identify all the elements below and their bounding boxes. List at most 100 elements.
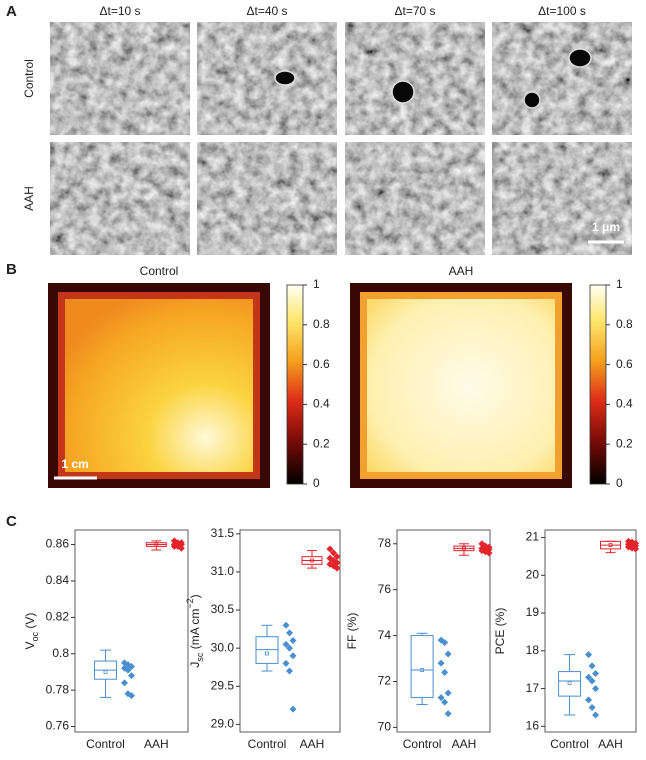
x-tick-label: AAH <box>300 737 325 751</box>
mean-marker <box>462 546 466 551</box>
y-axis-label-part: sc <box>195 652 205 662</box>
pinhole <box>274 70 296 86</box>
column-title: Δt=10 s <box>99 4 140 18</box>
scale-bar-label: 1 μm <box>592 220 620 234</box>
mean-marker <box>154 542 159 547</box>
data-point <box>437 694 445 702</box>
data-point <box>333 553 341 561</box>
data-point <box>588 677 596 685</box>
column-title: Δt=100 s <box>538 4 586 18</box>
data-point <box>441 668 449 676</box>
data-point <box>588 662 596 670</box>
y-tick-label: 0.82 <box>46 610 70 624</box>
y-tick-label: 19 <box>526 605 540 619</box>
data-point <box>124 666 132 674</box>
data-point <box>441 638 449 646</box>
data-point <box>326 545 334 553</box>
panel-a: Δt=10 s Δt=40 s Δt=70 s Δt=100 s Control AAH 1… <box>22 4 632 255</box>
data-point <box>330 549 337 557</box>
colorbar-tick-label: 0.2 <box>313 436 330 450</box>
plot-frame <box>74 529 189 733</box>
data-point <box>286 667 293 675</box>
y-tick-label: 18 <box>526 643 540 657</box>
y-tick-label: 31.0 <box>211 564 235 578</box>
x-tick-label: AAH <box>452 737 477 751</box>
colorbar-tick-label: 0.8 <box>616 317 633 331</box>
panel-b: Control 0 0.2 0.4 0.6 0.8 1 AAH 0 0.2 0.4 0.6 0.8 1 1 … <box>48 264 633 490</box>
data-point <box>441 698 449 706</box>
heatmap <box>65 299 253 472</box>
y-axis-label-part: FF (%) <box>345 613 359 650</box>
y-axis-label-part: V <box>23 641 37 649</box>
data-point <box>444 710 452 718</box>
x-tick-label: Control <box>248 737 287 751</box>
panel-label: A <box>6 3 17 20</box>
data-point <box>121 679 129 687</box>
y-tick-label: 0.8 <box>52 646 69 660</box>
data-point <box>282 640 290 648</box>
data-point <box>585 673 593 681</box>
data-point <box>437 659 445 667</box>
sem-image-texture <box>197 22 337 135</box>
plot-frame <box>396 529 491 733</box>
data-point <box>282 621 290 629</box>
y-axis-label-part: PCE (%) <box>493 608 507 655</box>
pinhole <box>391 80 415 104</box>
scale-bar-label: 1 cm <box>61 457 88 471</box>
sem-image-texture <box>197 142 337 255</box>
data-point <box>128 662 136 670</box>
y-tick-label: 20 <box>526 567 540 581</box>
y-tick-label: 30.5 <box>211 602 235 616</box>
data-point <box>177 544 185 552</box>
y-axis-label: Voc (V) <box>23 613 40 650</box>
x-tick-label: Control <box>550 737 589 751</box>
panel-label: B <box>6 261 17 278</box>
sem-image-texture <box>345 142 485 255</box>
data-point <box>485 549 493 557</box>
data-point <box>128 692 136 700</box>
y-tick-label: 31.5 <box>211 526 235 540</box>
data-point <box>282 659 290 667</box>
box <box>410 635 434 699</box>
y-tick-label: 29.5 <box>211 678 235 692</box>
y-axis-label-part: ) <box>188 594 202 598</box>
colorbar-tick-label: 0.8 <box>313 317 330 331</box>
x-tick-label: Control <box>403 737 442 751</box>
colorbar-tick-label: 1 <box>313 277 320 291</box>
y-tick-label: 29.0 <box>211 717 235 731</box>
y-tick-label: 76 <box>378 582 392 596</box>
column-title: Δt=40 s <box>246 4 287 18</box>
colorbar-tick-label: 1 <box>616 277 623 291</box>
data-point <box>585 651 593 659</box>
y-axis-label-part: J <box>188 662 202 668</box>
sem-image-texture <box>50 142 190 255</box>
heatmap-title: Control <box>140 264 179 278</box>
panel-c: 0.76 0.78 0.8 0.82 0.84 0.86 Control AAH Voc (V)… <box>23 526 640 751</box>
data-point <box>333 564 341 572</box>
mean-marker <box>310 558 314 563</box>
mean-marker <box>608 543 613 548</box>
column-title: Δt=70 s <box>394 4 435 18</box>
y-axis-label-part: (V) <box>23 613 37 632</box>
sem-image-texture <box>345 22 485 135</box>
y-tick-label: 0.86 <box>46 537 70 551</box>
x-tick-label: AAH <box>598 737 623 751</box>
box <box>558 671 582 697</box>
colorbar <box>286 284 304 485</box>
x-tick-label: Control <box>86 737 125 751</box>
sem-image-texture <box>492 142 632 255</box>
row-label: AAH <box>22 186 36 211</box>
sem-image-texture <box>50 22 190 135</box>
mean-marker <box>420 668 425 672</box>
y-tick-label: 78 <box>378 536 392 550</box>
y-tick-label: 30.0 <box>211 640 235 654</box>
y-tick-label: 0.78 <box>46 682 70 696</box>
data-point <box>289 637 297 645</box>
data-point <box>286 644 293 652</box>
colorbar-tick-label: 0.6 <box>313 357 330 371</box>
colorbar-tick-label: 0 <box>313 476 320 490</box>
data-point <box>289 705 297 713</box>
data-point <box>444 650 452 658</box>
data-point <box>444 689 452 697</box>
